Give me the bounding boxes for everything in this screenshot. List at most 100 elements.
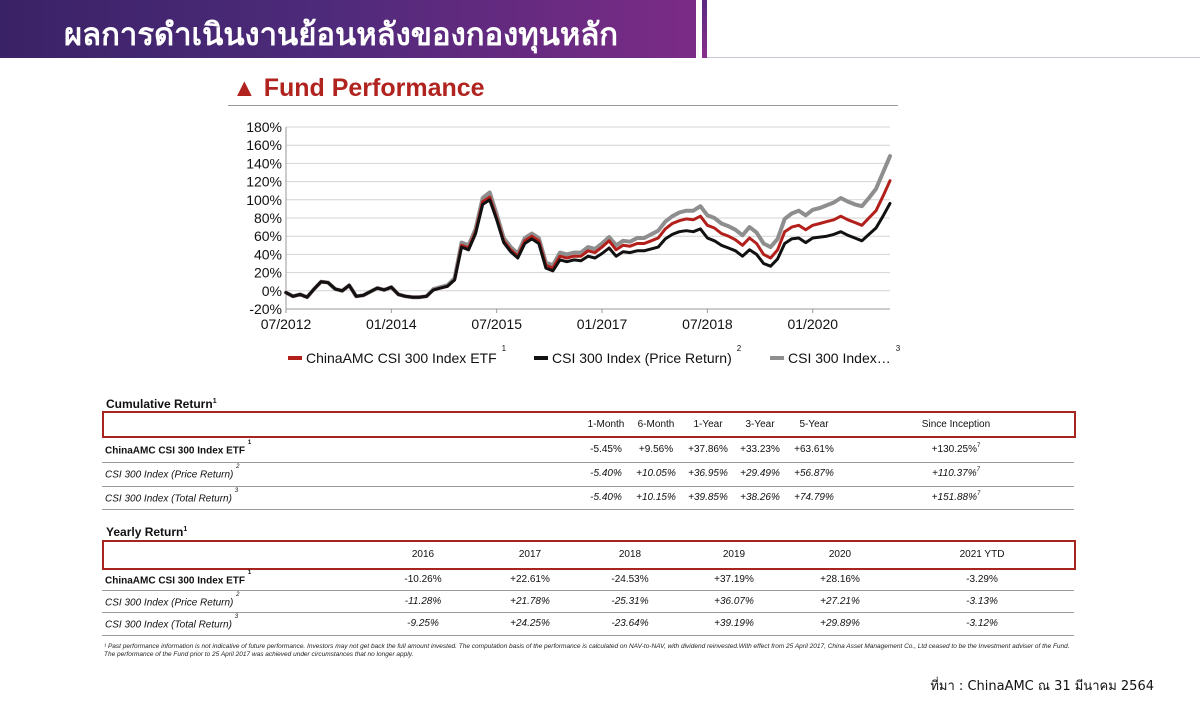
- row-label-sup: 3: [234, 614, 239, 620]
- row-label-sup: 2: [236, 592, 240, 598]
- cumulative-cell: +74.79%: [794, 492, 834, 503]
- yearly-col-header: 2019: [722, 549, 746, 560]
- yearly-return-title-text: Yearly Return: [106, 525, 184, 539]
- row-label-sup: 2: [236, 464, 240, 470]
- cumulative-return-title: Cumulative Return1: [106, 397, 217, 411]
- x-tick-label: 07/2018: [682, 316, 733, 332]
- cumulative-cell: +130.25%7: [931, 443, 981, 455]
- legend-label-etf: ChinaAMC CSI 300 Index ETF: [306, 350, 497, 366]
- legend-sup-etf: 1: [501, 343, 507, 353]
- title-rule: [228, 105, 898, 106]
- y-tick-label: 140%: [246, 155, 282, 171]
- yearly-return-table: 2016 2017 2018 2019 2020 2021 YTD ChinaA…: [102, 540, 1076, 640]
- cumulative-col-header: 1-Year: [693, 419, 723, 430]
- yearly-col-header: 2020: [828, 549, 852, 560]
- yearly-row-label: CSI 300 Index (Price Return) 2: [105, 592, 240, 609]
- y-tick-label: -20%: [249, 301, 282, 317]
- cell-text: +110.37%: [932, 468, 977, 479]
- cumulative-col-header: 1-Month: [587, 419, 625, 430]
- yearly-cell: -10.26%: [404, 574, 442, 585]
- yearly-cell: +24.25%: [510, 618, 550, 629]
- row-label-text: ChinaAMC CSI 300 Index ETF: [105, 575, 246, 587]
- yearly-cell: +29.89%: [820, 618, 860, 629]
- y-tick-label: 100%: [246, 192, 282, 208]
- cumulative-header-box: [102, 411, 1076, 438]
- yearly-cell: +36.07%: [714, 596, 754, 607]
- x-tick-label: 01/2017: [577, 316, 628, 332]
- cumulative-col-header: Since Inception: [921, 419, 991, 430]
- cumulative-cell: +151.88%7: [931, 491, 981, 503]
- yearly-cell: -11.28%: [404, 596, 442, 607]
- y-tick-label: 0%: [262, 283, 282, 299]
- row-separator: [102, 590, 1074, 591]
- cell-text: +151.88%: [931, 492, 977, 503]
- fund-performance-title: ▲ Fund Performance: [232, 74, 485, 102]
- yearly-cell: -3.13%: [966, 596, 998, 607]
- cumulative-cell: +10.05%: [636, 468, 676, 479]
- y-tick-label: 40%: [254, 246, 282, 262]
- x-tick-label: 07/2012: [261, 316, 312, 332]
- header-banner: ผลการดำเนินงานย้อนหลังของกองทุนหลัก: [0, 0, 696, 58]
- yearly-cell: -25.31%: [611, 596, 649, 607]
- yearly-row-label: CSI 300 Index (Total Return) 3: [105, 614, 238, 630]
- cumulative-return-title-text: Cumulative Return: [106, 397, 213, 411]
- y-tick-label: 80%: [254, 210, 282, 226]
- cumulative-col-header: 3-Year: [745, 419, 775, 430]
- cumulative-row-label: CSI 300 Index (Price Return) 2: [105, 464, 240, 481]
- cell-text: +130.25%: [931, 444, 977, 455]
- legend-item-etf: ChinaAMC CSI 300 Index ETF 1: [288, 344, 506, 366]
- row-separator: [102, 486, 1074, 487]
- cumulative-cell: +33.23%: [740, 444, 780, 455]
- yearly-col-header: 2018: [618, 549, 642, 560]
- yearly-cell: -9.25%: [407, 618, 439, 629]
- row-separator: [102, 635, 1074, 636]
- cumulative-cell: -5.45%: [590, 444, 622, 455]
- yearly-cell: -3.29%: [966, 574, 998, 585]
- yearly-return-title: Yearly Return1: [106, 525, 187, 539]
- row-label-sup: 1: [247, 440, 252, 446]
- cumulative-cell: +36.95%: [688, 468, 728, 479]
- cumulative-return-title-sup: 1: [212, 398, 217, 405]
- row-label-text: CSI 300 Index (Price Return): [105, 469, 234, 481]
- row-label-sup: 3: [234, 488, 239, 494]
- cumulative-cell: +9.56%: [638, 444, 674, 455]
- yearly-cell: -24.53%: [611, 574, 649, 585]
- y-tick-label: 180%: [246, 119, 282, 135]
- yearly-cell: +21.78%: [510, 596, 550, 607]
- y-tick-label: 60%: [254, 228, 282, 244]
- cumulative-cell: +37.86%: [688, 444, 728, 455]
- cumulative-cell: -5.40%: [590, 492, 622, 503]
- cumulative-cell: +56.87%: [794, 468, 834, 479]
- yearly-cell: -23.64%: [611, 618, 649, 629]
- legend-label-total-return: CSI 300 Index…: [788, 350, 891, 366]
- cumulative-cell: +10.15%: [636, 492, 676, 503]
- legend-swatch-total-return: [770, 356, 784, 360]
- source-note: ที่มา : ChinaAMC ณ 31 มีนาคม 2564: [930, 679, 1154, 694]
- y-tick-label: 160%: [246, 137, 282, 153]
- yearly-cell: +28.16%: [820, 574, 860, 585]
- chart-legend: ChinaAMC CSI 300 Index ETF 1 CSI 300 Ind…: [288, 344, 908, 374]
- yearly-row-label: ChinaAMC CSI 300 Index ETF 1: [105, 570, 251, 587]
- legend-swatch-price-return: [534, 356, 548, 360]
- x-tick-label: 01/2020: [787, 316, 838, 332]
- cumulative-cell: -5.40%: [590, 468, 622, 479]
- row-separator: [102, 612, 1074, 613]
- cumulative-return-table: 1-Month 6-Month 1-Year 3-Year 5-Year Sin…: [102, 411, 1076, 511]
- yearly-return-title-sup: 1: [183, 526, 188, 533]
- cumulative-cell: +110.37%7: [932, 467, 980, 479]
- y-tick-label: 20%: [254, 265, 282, 281]
- header-divider: [707, 57, 1200, 58]
- performance-chart: -20% 0% 20% 40% 60% 80% 100% 120% 140% 160% 180% 07…: [246, 119, 892, 332]
- row-separator: [102, 462, 1074, 463]
- cell-sup: 7: [976, 467, 980, 473]
- cumulative-row-label: ChinaAMC CSI 300 Index ETF 1: [105, 440, 251, 456]
- yearly-cell: +22.61%: [510, 574, 550, 585]
- row-label-text: CSI 300 Index (Price Return): [105, 597, 234, 609]
- x-tick-label: 01/2014: [366, 316, 417, 332]
- cell-sup: 7: [976, 443, 981, 449]
- y-tick-label: 120%: [246, 174, 282, 190]
- yearly-col-header: 2017: [518, 549, 542, 560]
- legend-item-price-return: CSI 300 Index (Price Return) 2: [534, 344, 741, 366]
- yearly-col-header: 2021 YTD: [959, 549, 1005, 560]
- legend-item-total-return: CSI 300 Index… 3: [770, 344, 900, 366]
